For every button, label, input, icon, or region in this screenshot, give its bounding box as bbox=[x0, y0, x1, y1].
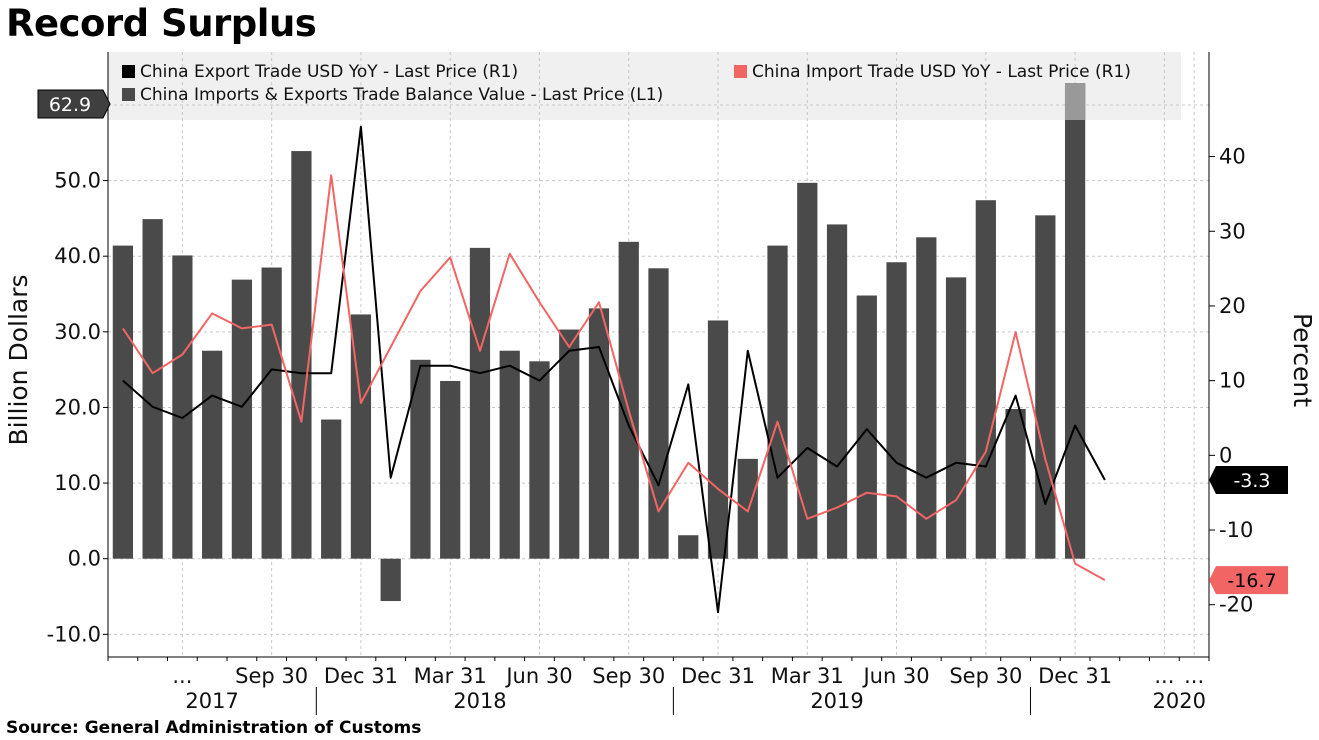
bar bbox=[1064, 83, 1086, 559]
right-tick-label: 10 bbox=[1219, 369, 1246, 393]
bar bbox=[1035, 215, 1056, 559]
bar bbox=[678, 535, 699, 559]
legend-swatch bbox=[122, 65, 135, 78]
bar bbox=[231, 279, 253, 559]
callout-left-label: 62.9 bbox=[49, 94, 91, 116]
x-tick-label: Sep 30 bbox=[235, 664, 308, 688]
legend-swatch bbox=[122, 88, 135, 101]
axes: -10.00.010.020.030.040.050.060.0-20-1001… bbox=[4, 52, 1317, 715]
bar bbox=[588, 308, 610, 559]
source-note: Source: General Administration of Custom… bbox=[6, 718, 422, 738]
chart-title: Record Surplus bbox=[6, 2, 317, 45]
callout-import-label: -16.7 bbox=[1227, 570, 1276, 592]
bar bbox=[707, 320, 729, 559]
x-tick-label: ... bbox=[1154, 664, 1174, 688]
right-axis-title: Percent bbox=[1288, 313, 1317, 407]
callout-export-label: -3.3 bbox=[1233, 470, 1270, 492]
left-tick-label: -10.0 bbox=[47, 622, 101, 646]
x-tick-label: Mar 31 bbox=[771, 664, 844, 688]
bar bbox=[142, 219, 163, 559]
x-tick-label: Mar 31 bbox=[414, 664, 487, 688]
bar bbox=[856, 295, 877, 559]
left-tick-label: 30.0 bbox=[54, 320, 101, 344]
bar bbox=[380, 558, 401, 602]
bars bbox=[112, 83, 1086, 602]
bar bbox=[975, 200, 996, 559]
bar bbox=[350, 314, 372, 559]
x-tick-label: Jun 30 bbox=[504, 664, 572, 688]
bar bbox=[172, 255, 193, 559]
bar bbox=[202, 350, 223, 559]
callout-import bbox=[1209, 566, 1288, 595]
callout-left bbox=[37, 89, 111, 119]
left-tick-label: 40.0 bbox=[54, 244, 101, 268]
right-tick-label: 20 bbox=[1219, 294, 1246, 318]
year-label: 2020 bbox=[1153, 689, 1206, 713]
value-callouts: 62.9 -3.3 -16.7 bbox=[37, 89, 1288, 595]
legend-label: China Imports & Exports Trade Balance Va… bbox=[140, 85, 663, 105]
x-tick-label: ... bbox=[172, 664, 192, 688]
left-tick-label: 20.0 bbox=[54, 395, 101, 419]
right-tick-label: -10 bbox=[1219, 518, 1253, 542]
bar bbox=[1005, 408, 1026, 559]
x-tick-label: Sep 30 bbox=[949, 664, 1022, 688]
bar-highlight bbox=[1064, 83, 1086, 120]
x-tick-label: Dec 31 bbox=[681, 664, 755, 688]
bar bbox=[291, 151, 312, 559]
x-tick-label: Dec 31 bbox=[1038, 664, 1112, 688]
legend-label: China Import Trade USD YoY - Last Price … bbox=[752, 62, 1131, 82]
bar bbox=[826, 224, 848, 559]
bar bbox=[559, 329, 580, 559]
bar bbox=[469, 247, 491, 559]
bar bbox=[945, 277, 967, 559]
bar bbox=[618, 241, 639, 559]
import-line bbox=[122, 174, 1106, 581]
left-tick-label: 0.0 bbox=[68, 547, 101, 571]
bar bbox=[261, 267, 282, 559]
bar bbox=[886, 262, 907, 559]
year-label: 2019 bbox=[810, 689, 863, 713]
legend-label: China Export Trade USD YoY - Last Price … bbox=[140, 62, 518, 82]
right-tick-label: 40 bbox=[1219, 145, 1246, 169]
bar bbox=[321, 419, 342, 559]
bar bbox=[410, 359, 431, 559]
right-tick-label: -20 bbox=[1219, 593, 1253, 617]
left-axis-title: Billion Dollars bbox=[4, 274, 33, 445]
bar bbox=[767, 245, 788, 559]
bar bbox=[112, 245, 133, 559]
right-tick-label: 30 bbox=[1219, 219, 1246, 243]
bar bbox=[648, 268, 669, 559]
bar bbox=[499, 350, 520, 559]
x-tick-label: Jun 30 bbox=[861, 664, 929, 688]
legend-swatch bbox=[734, 65, 747, 78]
year-label: 2017 bbox=[185, 689, 238, 713]
lines bbox=[122, 125, 1106, 614]
bar bbox=[916, 237, 937, 559]
legend: China Export Trade USD YoY - Last Price … bbox=[122, 62, 1131, 105]
legend-background bbox=[108, 52, 1181, 120]
x-tick-label: Sep 30 bbox=[592, 664, 665, 688]
right-tick-label: 0 bbox=[1219, 443, 1232, 467]
left-tick-label: 10.0 bbox=[54, 471, 101, 495]
x-tick-label: Dec 31 bbox=[324, 664, 398, 688]
callout-export bbox=[1209, 465, 1288, 494]
bar bbox=[797, 182, 818, 559]
bar bbox=[440, 380, 461, 559]
bar bbox=[529, 361, 550, 559]
year-label: 2018 bbox=[453, 689, 506, 713]
left-tick-label: 50.0 bbox=[54, 169, 101, 193]
x-tick-label: ... bbox=[1184, 664, 1204, 688]
